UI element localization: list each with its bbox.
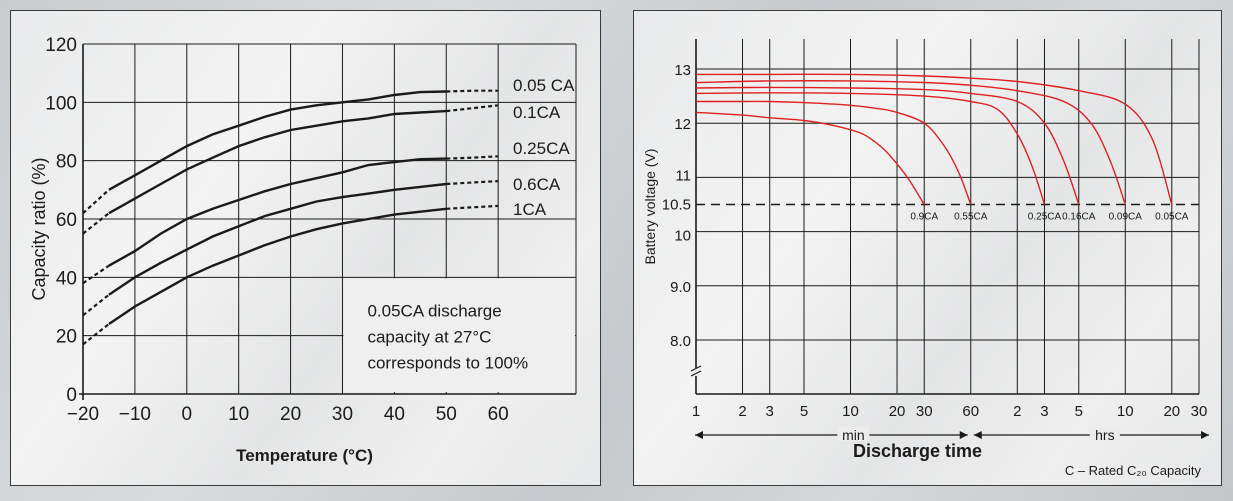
curve-0.6CA-low-extrapolation [82,293,110,317]
annotation-text: capacity at 27°C [367,327,491,346]
series-label: 0.05CA [1155,212,1189,223]
curve-0.05CA-low-extrapolation [82,188,110,215]
x-tick-label: 0 [182,404,193,425]
x-tick-label-min: 20 [889,403,906,420]
footnote: C – Rated C₂₀ Capacity [1065,463,1202,478]
x-tick-label-min: 2 [738,403,746,420]
temperature-capacity-chart: 0.05CA discharge capacity at 27°C correspo… [29,35,577,465]
curve-025CA-line [695,92,1046,205]
series-label: 0.6CA [513,175,561,194]
axis-break-gap [691,368,701,376]
discharge-time-voltage-chart-panel: 8.0 9.0 10 10.5 11 12 13 1 2 3 5 10 20 30 60 2 3 5 10 20 30 m… [633,10,1222,486]
x-tick-label-hrs: 10 [1117,403,1134,420]
x-tick-label: −20 [67,404,99,425]
series-label: 0.25CA [513,139,570,158]
axis-break-icon [690,365,702,377]
curve-0.1CA-low-extrapolation [82,212,110,235]
series-label: 0.55CA [954,212,988,223]
hrs-range-label: hrs [1095,427,1114,443]
y-tick-label: 0 [66,385,77,406]
x-tick-label-min: 30 [916,403,933,420]
curve-0.25CA-high-extrapolation [446,155,499,160]
curve-0.05CA-line [108,90,447,191]
curve-009CA-line [695,80,1126,205]
y-tick-label: 8.0 [670,333,691,350]
min-range-arrow-right-icon [959,431,968,439]
x-tick-label-min: 1 [692,403,700,420]
series-label: 0.1CA [513,103,561,122]
y-tick-label: 12 [674,116,691,133]
curve-1CA-line [108,207,447,325]
hrs-range-arrow-left-icon [973,431,982,439]
series-label: 0.16CA [1062,212,1096,223]
x-tick-label-hrs: 20 [1163,403,1180,420]
y-tick-label: 13 [674,62,691,79]
y-tick-label: 11 [675,167,691,184]
x-tick-label: 60 [488,404,509,425]
x-tick-label-min: 10 [842,403,859,420]
x-axis-title: Temperature (°C) [236,446,373,465]
annotation-box [343,278,575,392]
x-axis-title: Discharge time [853,441,982,461]
curve-0.1CA-high-extrapolation [446,104,499,113]
curve-0.6CA-line [108,182,447,296]
hrs-range-arrow-right-icon [1201,431,1209,439]
series-label: 0.05 CA [513,76,575,95]
curve-0.6CA-high-extrapolation [446,180,499,186]
annotation-text: 0.05CA discharge [367,301,501,320]
curve-016CA-line [695,86,1080,205]
y-axis-title: Capacity ratio (%) [29,157,49,300]
x-tick-label: −10 [119,404,151,425]
x-tick-label-hrs: 5 [1075,403,1083,420]
series-label: 0.25CA [1028,212,1062,223]
min-range-label: min [842,427,865,443]
curve-005CA-line [696,73,1173,205]
x-tick-label-hrs: 2 [1013,403,1021,420]
curve-0.25CA-low-extrapolation [82,264,110,285]
x-tick-label-hrs: 3 [1040,403,1048,420]
y-tick-label: 10 [674,228,691,245]
curve-1CA-high-extrapolation [446,204,499,210]
x-tick-label: 20 [280,404,301,425]
hrs-label-bg [1089,427,1120,441]
y-tick-label: 10.5 [662,197,691,214]
min-range-arrow-left-icon [695,431,703,439]
series-label: 0.9CA [910,212,938,223]
y-axis-title: Battery voltage (V) [642,149,658,265]
x-tick-label: 30 [332,404,353,425]
x-tick-label-min: 5 [800,403,808,420]
curve-055CA-line [695,100,972,205]
curve-1CA-low-extrapolation [82,323,110,346]
y-tick-label: 20 [56,327,77,348]
x-tick-label-min: 60 [962,403,979,420]
curve-0.05CA-high-extrapolation [446,89,499,93]
curve-0.1CA-line [108,109,447,215]
x-tick-label-min: 3 [766,403,774,420]
y-tick-label: 100 [45,93,77,114]
curve-09CA-line [695,111,925,205]
curve-0.25CA-line [108,157,447,267]
series-label: 1CA [513,200,547,219]
y-tick-label: 9.0 [670,279,691,296]
series-label: 0.09CA [1109,212,1143,223]
temperature-capacity-chart-panel: 0.05CA discharge capacity at 27°C correspo… [10,10,601,486]
x-tick-label: 40 [384,404,405,425]
x-tick-label-hrs: 30 [1191,403,1208,420]
y-tick-label: 120 [45,35,77,56]
annotation-text: corresponds to 100% [367,353,528,372]
x-tick-label: 50 [436,404,457,425]
x-tick-label: 10 [228,404,249,425]
y-tick-label: 60 [56,210,77,231]
min-label-bg [837,427,870,441]
y-tick-label: 80 [56,152,77,173]
y-tick-label: 40 [56,268,77,289]
